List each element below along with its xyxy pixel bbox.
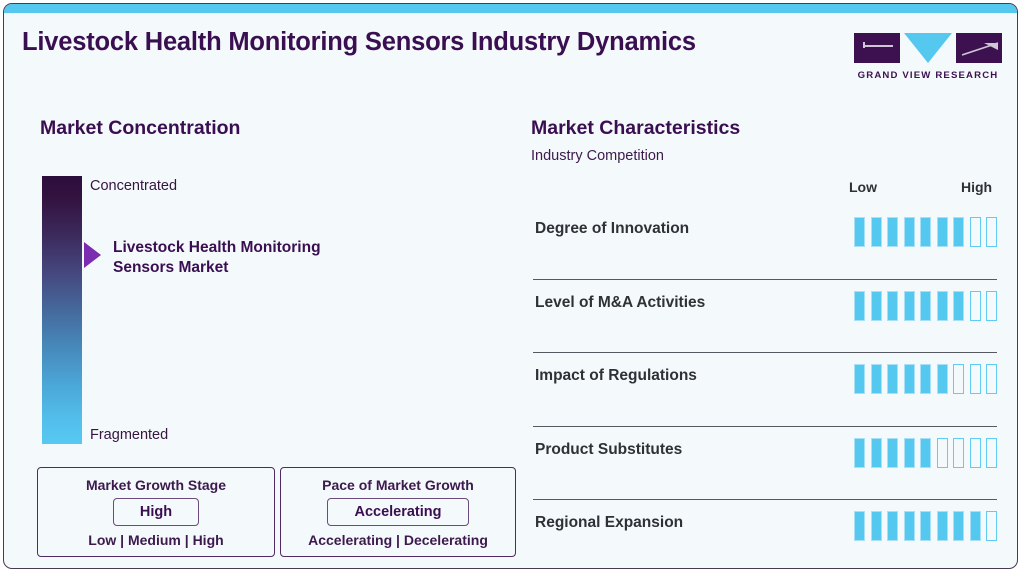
- rating-tick-filled: [920, 217, 931, 247]
- rating-tick-filled: [969, 511, 981, 541]
- characteristic-rating: [854, 364, 997, 394]
- scale-label-concentrated: Concentrated: [90, 178, 178, 194]
- rating-tick-filled: [903, 511, 915, 541]
- top-accent-bar: [4, 4, 1017, 13]
- rating-tick-empty: [953, 364, 964, 394]
- logo-triangle-icon: [904, 33, 952, 63]
- rating-tick-filled: [870, 290, 882, 321]
- characteristic-row: Level of M&A Activities: [533, 280, 997, 353]
- scale-label-fragmented: Fragmented: [90, 427, 169, 443]
- market-position-arrow-icon: [84, 242, 101, 268]
- rating-tick-filled: [887, 290, 898, 321]
- rating-tick-filled: [953, 511, 964, 541]
- characteristics-rows: Degree of Innovation Level of M&A Activit…: [533, 206, 997, 568]
- rating-tick-empty: [936, 437, 948, 468]
- rating-tick-filled: [854, 364, 865, 394]
- market-characteristics-subtitle: Industry Competition: [531, 148, 664, 164]
- rating-tick-filled: [870, 364, 882, 394]
- grand-view-research-logo: GRAND VIEW RESEARCH: [853, 33, 1003, 81]
- rating-tick-filled: [854, 511, 865, 541]
- rating-tick-filled: [936, 511, 948, 541]
- rating-tick-filled: [920, 511, 931, 541]
- rating-tick-filled: [920, 364, 931, 394]
- characteristic-label: Level of M&A Activities: [535, 293, 706, 311]
- rating-tick-empty: [969, 364, 981, 394]
- rating-tick-filled: [870, 511, 882, 541]
- rating-tick-filled: [953, 290, 964, 321]
- logo-wordmark: GRAND VIEW RESEARCH: [857, 70, 999, 81]
- rating-tick-filled: [936, 290, 948, 321]
- rating-tick-filled: [887, 437, 898, 468]
- rating-tick-filled: [854, 290, 865, 321]
- pace-title: Pace of Market Growth: [322, 476, 474, 493]
- rating-tick-empty: [986, 217, 997, 247]
- pace-of-market-growth-box: Pace of Market Growth Accelerating Accel…: [280, 467, 516, 557]
- rating-tick-filled: [854, 217, 865, 247]
- rating-tick-filled: [936, 364, 948, 394]
- concentration-gradient-bar: [42, 176, 82, 444]
- logo-tile-left-icon: [854, 33, 900, 63]
- rating-tick-filled: [887, 511, 898, 541]
- rating-tick-filled: [870, 217, 882, 247]
- logo-diagonal-icon: [962, 42, 999, 56]
- rating-scale-low-label: Low: [849, 179, 877, 195]
- rating-tick-filled: [920, 437, 931, 468]
- characteristic-label: Product Substitutes: [535, 440, 683, 458]
- rating-tick-empty: [986, 511, 997, 541]
- rating-tick-empty: [953, 437, 964, 468]
- characteristic-rating: [854, 511, 997, 541]
- rating-tick-filled: [953, 217, 964, 247]
- logo-tile-right-icon: [956, 33, 1002, 63]
- characteristic-label: Degree of Innovation: [535, 220, 690, 237]
- rating-tick-filled: [870, 437, 882, 468]
- rating-scale-high-label: High: [961, 179, 993, 195]
- pace-value: Accelerating: [327, 497, 469, 526]
- rating-tick-filled: [887, 364, 898, 394]
- rating-tick-filled: [887, 217, 898, 247]
- rating-tick-filled: [936, 217, 948, 247]
- growth-stage-title: Market Growth Stage: [85, 476, 227, 493]
- market-position-label: Livestock Health Monitoring Sensors Mark…: [113, 239, 321, 277]
- characteristic-row: Impact of Regulations: [533, 353, 997, 427]
- rating-tick-filled: [854, 437, 865, 468]
- characteristic-row: Degree of Innovation: [533, 206, 997, 280]
- characteristic-rating: [854, 217, 997, 247]
- infographic-card: Livestock Health Monitoring Sensors Indu…: [3, 3, 1018, 569]
- rating-tick-empty: [986, 364, 997, 394]
- characteristic-rating: [854, 290, 997, 321]
- rating-tick-empty: [969, 217, 981, 247]
- rating-tick-empty: [986, 290, 997, 321]
- rating-tick-empty: [969, 437, 981, 468]
- growth-stage-scale: Low | Medium | High: [88, 531, 224, 548]
- characteristic-label: Regional Expansion: [535, 514, 684, 531]
- rating-tick-filled: [903, 217, 915, 247]
- characteristic-rating: [854, 437, 997, 468]
- rating-tick-empty: [969, 290, 981, 321]
- rating-tick-filled: [920, 290, 931, 321]
- characteristic-label: Impact of Regulations: [535, 367, 697, 384]
- rating-tick-filled: [903, 290, 915, 321]
- characteristic-row: Product Substitutes: [533, 427, 997, 500]
- characteristic-row: Regional Expansion: [533, 500, 997, 568]
- pace-scale: Accelerating | Decelerating: [308, 531, 488, 548]
- market-growth-stage-box: Market Growth Stage High Low | Medium | …: [37, 467, 275, 557]
- market-concentration-title: Market Concentration: [40, 117, 241, 139]
- rating-tick-filled: [903, 437, 915, 468]
- page-title: Livestock Health Monitoring Sensors Indu…: [22, 28, 696, 56]
- rating-tick-filled: [903, 364, 915, 394]
- growth-stage-value: High: [112, 497, 200, 526]
- market-characteristics-title: Market Characteristics: [531, 117, 741, 139]
- rating-tick-empty: [986, 437, 997, 468]
- logo-marks: [853, 33, 1003, 65]
